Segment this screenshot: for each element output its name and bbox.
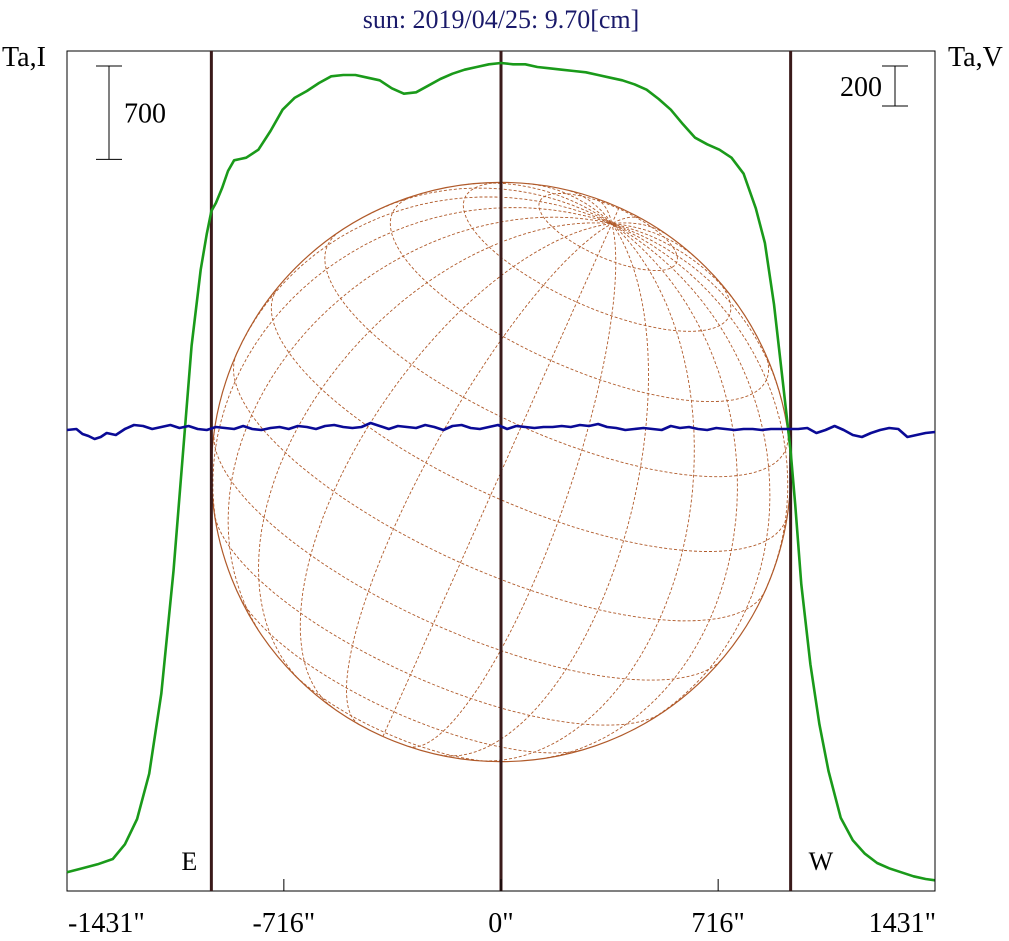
grid-meridian (258, 222, 612, 678)
grid-parallel (462, 181, 732, 332)
scale-bar-label: 200 (840, 72, 882, 103)
grid-meridian (467, 182, 613, 224)
grid-meridian (527, 183, 613, 224)
grid-meridian (407, 223, 617, 748)
grid-parallel (389, 194, 770, 403)
grid-meridian (382, 223, 613, 737)
x-tick-label: 716" (691, 908, 744, 939)
right-axis-label: Ta,V (948, 42, 1003, 73)
grid-meridian (611, 223, 698, 260)
grid-parallel (324, 231, 789, 478)
grid-meridian (611, 207, 620, 224)
scale-bars: 700 200 (96, 65, 908, 160)
grid-parallel (239, 597, 582, 754)
grid-meridian (367, 187, 613, 224)
grid-meridian (569, 190, 613, 224)
limb-marker-label: W (809, 847, 834, 876)
heliographic-grid (212, 181, 789, 762)
x-tick-label: 1431" (869, 908, 936, 939)
grid-parallel (292, 673, 490, 762)
series-line-I (66, 61, 936, 882)
scale-bar-label: 700 (124, 99, 166, 130)
left-axis-label: Ta,I (2, 42, 46, 73)
grid-meridian (236, 196, 613, 355)
grid-meridian (597, 198, 613, 224)
grid-meridian (212, 207, 613, 532)
grid-meridian (346, 223, 613, 725)
grid-meridian (227, 216, 612, 630)
grid-meridian (299, 223, 612, 708)
grid-meridian (484, 223, 695, 762)
grid-parallel (214, 517, 658, 726)
grid-meridian (611, 223, 789, 591)
grid-meridian (439, 223, 649, 757)
x-tick-label: 0" (488, 908, 513, 939)
x-tick-label: -1431" (68, 908, 145, 939)
grid-meridian (611, 223, 771, 724)
series-line-V (66, 421, 936, 441)
grid-meridian (611, 223, 782, 400)
grid-meridian (611, 223, 738, 305)
grid-parallel (270, 288, 788, 552)
series-layer (66, 61, 936, 882)
grid-parallel (213, 431, 723, 681)
limb-marker-label: E (181, 847, 197, 876)
grid-meridian (546, 223, 738, 759)
x-tick-label: -716" (252, 908, 315, 939)
solar-disk (210, 181, 792, 763)
grid-meridian (611, 216, 640, 225)
grid-meridian (611, 222, 665, 234)
chart-title: sun: 2019/04/25: 9.70[cm] (363, 5, 640, 34)
x-axis: -1431" -716" 0" 716" 1431" (66, 879, 936, 939)
